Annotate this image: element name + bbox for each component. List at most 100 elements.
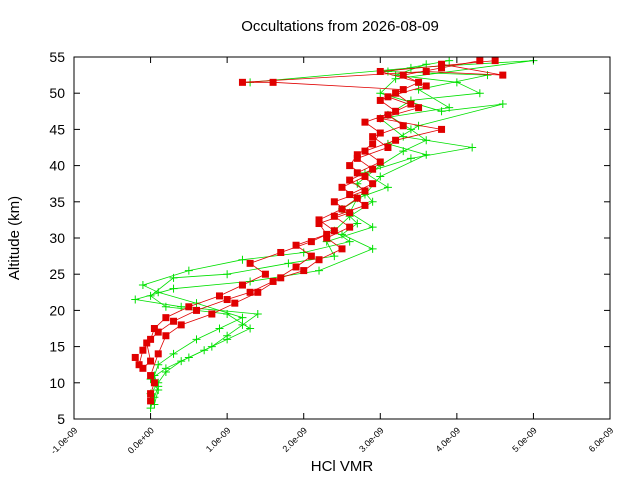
data-point-plus [131,295,140,304]
data-point-square [361,147,369,155]
data-point-plus [169,273,178,282]
data-point-plus [399,132,408,141]
data-point-plus [161,367,170,376]
data-point-square [208,310,216,318]
data-point-plus [154,360,163,369]
x-tick-label: 4.0e-09 [434,425,463,454]
series-5 [147,57,484,405]
data-point-square [315,220,323,228]
data-point-square [376,158,384,166]
data-point-square [499,71,507,79]
data-point-square [422,67,430,75]
data-point-square [361,118,369,126]
data-point-plus [223,310,232,319]
x-tick-label: 5.0e-09 [510,425,539,454]
data-point-plus [177,302,186,311]
data-point-square [353,151,361,159]
data-point-square [131,353,139,361]
data-point-square [376,115,384,123]
data-point-square [231,299,239,307]
data-point-square [147,397,155,405]
data-point-square [162,332,170,340]
data-point-square [346,191,354,199]
data-point-square [292,263,300,271]
series-2 [146,56,492,398]
data-point-plus [169,284,178,293]
data-point-square [476,57,484,65]
data-point-square [346,209,354,217]
data-point-plus [475,89,484,98]
data-point-plus [192,335,201,344]
y-tick-label: 55 [49,49,65,65]
x-tick-label: 0.0e+00 [126,425,156,455]
data-point-plus [138,281,147,290]
data-point-plus [315,266,324,275]
data-point-square [246,288,254,296]
data-point-square [361,201,369,209]
data-point-square [353,154,361,162]
data-point-plus [146,291,155,300]
y-tick-label: 30 [49,230,65,246]
data-point-plus [246,324,255,333]
plot-area [131,56,538,413]
data-point-square [261,270,269,278]
data-point-square [177,321,185,329]
data-point-plus [238,255,247,264]
series-line [134,63,503,366]
data-point-square [384,93,392,101]
data-point-plus [445,56,454,65]
data-point-square [323,234,331,242]
data-point-square [307,252,315,260]
y-tick-label: 35 [49,194,65,210]
data-point-square [438,125,446,133]
y-tick-label: 15 [49,339,65,355]
data-point-square [150,379,158,387]
data-point-plus [376,172,385,181]
y-tick-label: 20 [49,302,65,318]
data-point-square [353,169,361,177]
x-tick-label: -1.0e-09 [49,425,80,456]
data-point-plus [200,346,209,355]
data-point-square [353,194,361,202]
data-point-square [384,144,392,151]
data-point-square [415,104,423,112]
data-point-plus [414,85,423,94]
data-point-square [315,256,323,264]
y-tick-label: 10 [49,375,65,391]
data-point-plus [406,154,415,163]
data-point-square [147,372,155,380]
y-tick-label: 40 [49,158,65,174]
data-point-square [376,96,384,104]
series-line [150,60,480,401]
data-point-plus [184,266,193,275]
data-point-square [162,314,170,322]
data-point-plus [238,313,247,322]
data-point-plus [161,302,170,311]
data-point-square [315,216,323,224]
data-point-plus [223,335,232,344]
data-point-square [384,111,392,119]
data-point-plus [238,320,247,329]
y-tick-label: 25 [49,266,65,282]
data-point-square [139,364,147,372]
data-point-square [277,274,285,282]
data-point-square [147,390,155,398]
data-point-plus [368,223,377,232]
series-line [142,60,496,369]
data-point-plus [498,100,507,109]
data-point-square [154,328,162,336]
data-point-square [346,223,354,231]
data-point-plus [223,270,232,279]
series-0 [138,60,484,413]
data-point-plus [422,150,431,159]
data-point-square [361,187,369,195]
data-point-square [246,259,254,267]
data-point-square [407,100,415,108]
data-point-plus [468,143,477,152]
data-point-square [323,230,331,238]
data-point-square [300,267,308,275]
data-point-square [330,227,338,235]
data-point-square [338,245,346,253]
data-point-square [369,133,377,141]
data-point-plus [284,259,293,268]
